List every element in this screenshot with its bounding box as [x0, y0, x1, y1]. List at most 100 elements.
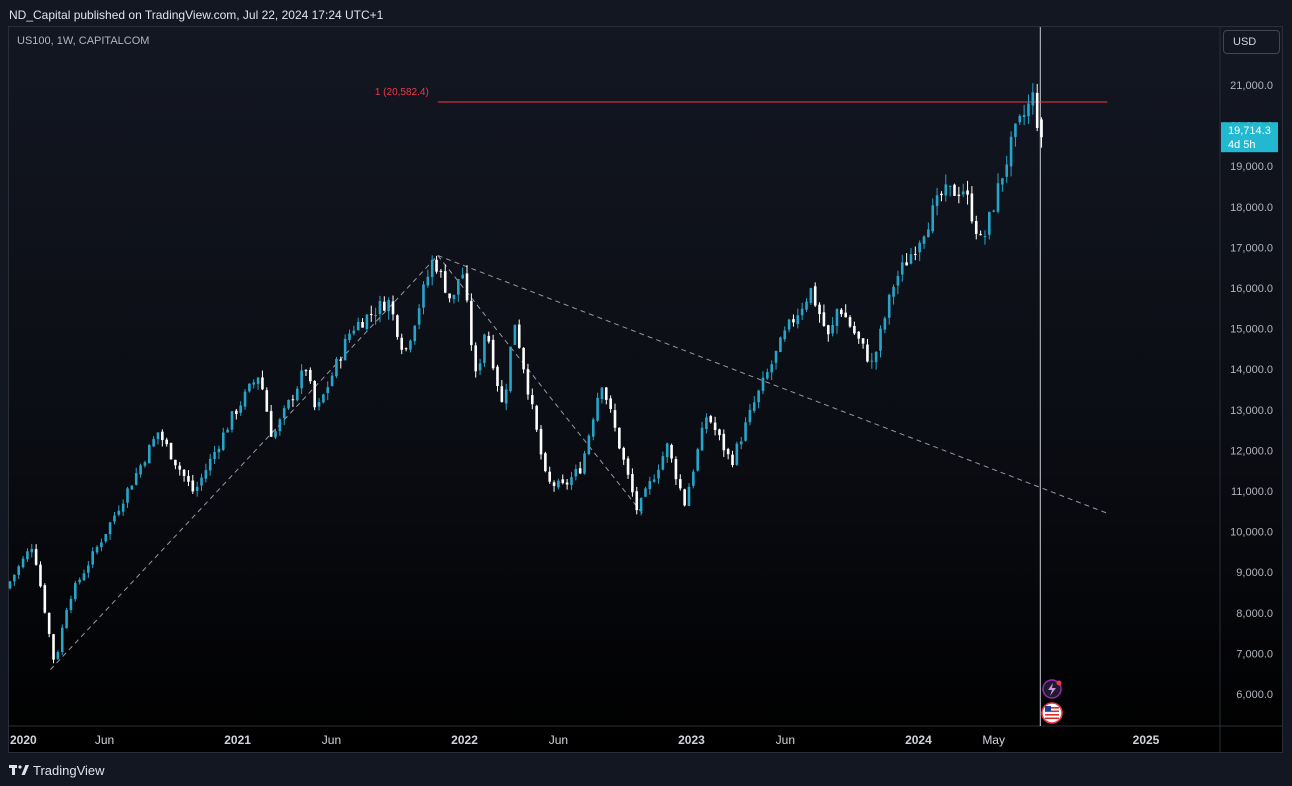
candle-up[interactable] — [1018, 115, 1022, 123]
candle-up[interactable] — [348, 333, 351, 341]
candle-up[interactable] — [73, 583, 77, 600]
candle-up[interactable] — [322, 394, 325, 403]
candle-up[interactable] — [744, 422, 747, 441]
candle-up[interactable] — [752, 402, 756, 411]
candle-down[interactable] — [853, 325, 856, 334]
candle-up[interactable] — [217, 448, 221, 453]
candle-up[interactable] — [121, 503, 125, 512]
candle-up[interactable] — [996, 183, 1000, 212]
candle-down[interactable] — [631, 474, 634, 493]
candle-up[interactable] — [557, 480, 560, 488]
candle-up[interactable] — [130, 485, 134, 490]
candle-down[interactable] — [578, 468, 582, 474]
candle-up[interactable] — [417, 308, 421, 325]
candle-up[interactable] — [944, 184, 948, 196]
candle-up[interactable] — [570, 477, 573, 486]
candle-down[interactable] — [52, 634, 55, 660]
candle-down[interactable] — [474, 345, 478, 372]
candle-up[interactable] — [422, 284, 425, 308]
candle-up[interactable] — [195, 486, 199, 491]
candle-up[interactable] — [452, 294, 456, 300]
candle-down[interactable] — [709, 416, 713, 423]
candle-down[interactable] — [548, 471, 552, 482]
candle-down[interactable] — [1035, 92, 1039, 128]
candle-down[interactable] — [552, 482, 556, 486]
candle-up[interactable] — [748, 409, 752, 423]
candle-up[interactable] — [574, 469, 578, 477]
candle-down[interactable] — [826, 325, 830, 335]
candle-up[interactable] — [757, 390, 760, 403]
candle-down[interactable] — [792, 319, 795, 323]
candle-up[interactable] — [931, 205, 935, 232]
candle-down[interactable] — [235, 410, 238, 415]
candle-down[interactable] — [313, 381, 316, 408]
candle-up[interactable] — [65, 609, 68, 629]
candle-up[interactable] — [648, 480, 652, 490]
candle-up[interactable] — [335, 358, 338, 377]
candle-up[interactable] — [591, 419, 595, 437]
candle-up[interactable] — [1022, 114, 1026, 118]
candle-up[interactable] — [835, 309, 839, 327]
candle-up[interactable] — [30, 548, 34, 553]
candle-up[interactable] — [783, 330, 787, 340]
candle-up[interactable] — [156, 432, 160, 440]
candle-up[interactable] — [961, 191, 965, 195]
candle-up[interactable] — [104, 533, 108, 542]
candle-up[interactable] — [644, 488, 647, 497]
candle-up[interactable] — [430, 259, 434, 278]
candle-up[interactable] — [787, 319, 791, 330]
candle-down[interactable] — [618, 427, 621, 449]
candle-down[interactable] — [848, 317, 852, 327]
candle-up[interactable] — [248, 383, 251, 392]
candle-up[interactable] — [692, 471, 695, 486]
candle-up[interactable] — [461, 274, 464, 279]
candle-down[interactable] — [369, 314, 373, 316]
candle-down[interactable] — [857, 331, 861, 339]
candle-down[interactable] — [396, 315, 399, 337]
candle-down[interactable] — [165, 439, 168, 445]
candle-down[interactable] — [974, 221, 978, 235]
candle-up[interactable] — [1005, 164, 1009, 177]
candle-down[interactable] — [491, 339, 495, 369]
candle-up[interactable] — [1001, 178, 1004, 185]
candle-up[interactable] — [352, 330, 356, 334]
candle-up[interactable] — [805, 301, 808, 310]
candle-up[interactable] — [983, 235, 987, 237]
candle-down[interactable] — [914, 253, 917, 255]
candle-up[interactable] — [1014, 123, 1017, 137]
candle-down[interactable] — [448, 293, 451, 299]
candle-up[interactable] — [900, 262, 904, 275]
candle-up[interactable] — [935, 195, 939, 206]
candle-up[interactable] — [596, 397, 599, 421]
candle-up[interactable] — [343, 338, 347, 361]
candle-up[interactable] — [918, 242, 921, 253]
candle-up[interactable] — [927, 229, 930, 238]
candle-down[interactable] — [174, 459, 177, 466]
candle-up[interactable] — [661, 456, 665, 470]
candle-down[interactable] — [391, 301, 395, 315]
candle-up[interactable] — [117, 510, 121, 515]
candle-down[interactable] — [496, 366, 499, 386]
candle-down[interactable] — [47, 612, 51, 634]
candle-up[interactable] — [282, 408, 286, 419]
candle-down[interactable] — [670, 444, 673, 459]
candle-down[interactable] — [674, 459, 678, 480]
candle-up[interactable] — [243, 391, 247, 407]
candle-up[interactable] — [226, 429, 229, 433]
candle-down[interactable] — [604, 387, 608, 400]
candle-down[interactable] — [400, 337, 404, 350]
candle-up[interactable] — [665, 443, 669, 458]
candle-up[interactable] — [378, 300, 382, 315]
candle-up[interactable] — [317, 402, 321, 407]
candle-up[interactable] — [295, 388, 299, 401]
candle-down[interactable] — [539, 428, 543, 455]
candle-up[interactable] — [221, 432, 225, 450]
candle-down[interactable] — [39, 564, 42, 587]
candle-down[interactable] — [970, 193, 974, 222]
currency-button[interactable]: USD — [1223, 30, 1280, 54]
candle-up[interactable] — [774, 350, 778, 363]
candle-down[interactable] — [966, 190, 969, 195]
candle-up[interactable] — [988, 212, 991, 235]
candle-up[interactable] — [113, 515, 116, 522]
